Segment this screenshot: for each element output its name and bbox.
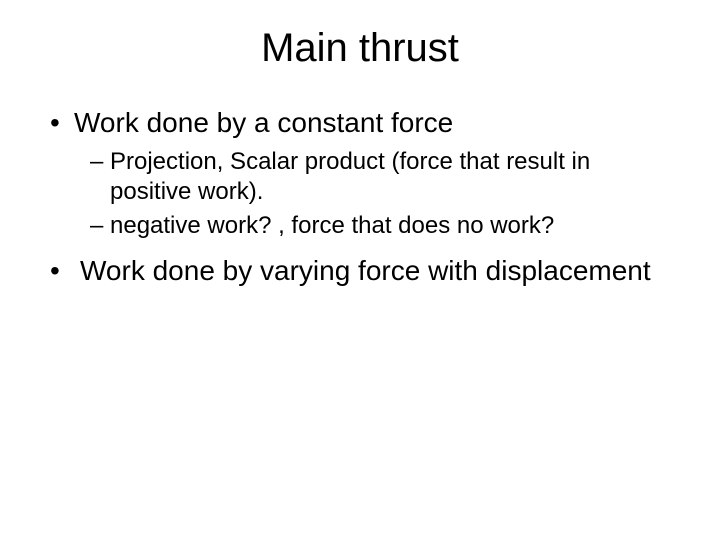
bullet-dash-icon: –	[90, 211, 110, 241]
bullet-text: negative work? , force that does no work…	[110, 211, 554, 241]
slide: Main thrust • Work done by a constant fo…	[0, 0, 720, 540]
spacer	[30, 245, 690, 255]
bullet-text: Projection, Scalar product (force that r…	[110, 147, 670, 207]
bullet-text: Work done by varying force with displace…	[80, 255, 651, 287]
bullet-level1: • Work done by a constant force	[50, 107, 690, 139]
bullet-dot-icon: •	[50, 107, 74, 139]
bullet-text: Work done by a constant force	[74, 107, 453, 139]
bullet-level1: • Work done by varying force with displa…	[50, 255, 690, 287]
slide-title: Main thrust	[30, 26, 690, 71]
bullet-level2: – negative work? , force that does no wo…	[90, 211, 690, 241]
bullet-dot-icon: •	[50, 255, 74, 287]
bullet-dash-icon: –	[90, 147, 110, 177]
bullet-level2: – Projection, Scalar product (force that…	[90, 147, 690, 207]
